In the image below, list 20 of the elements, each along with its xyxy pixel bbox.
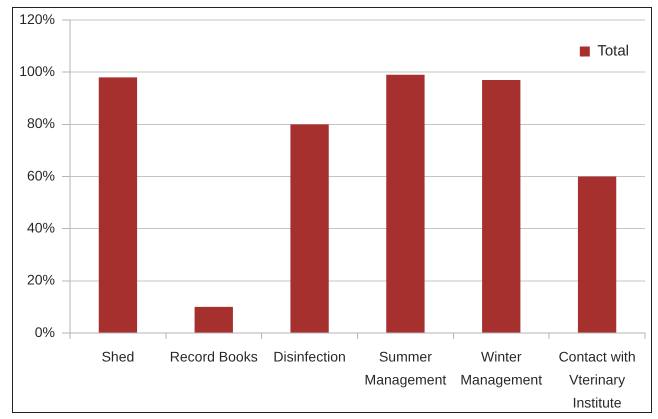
bar (578, 176, 616, 332)
x-tick-label: Record Books (170, 348, 258, 364)
y-tick-label: 100% (19, 63, 55, 80)
y-tick-label: 60% (26, 167, 55, 184)
x-tick-label: Contact with Vterinary Institute (558, 348, 636, 411)
y-tick-label: 20% (26, 272, 55, 288)
bar (194, 306, 233, 332)
y-tick-label: 0% (34, 324, 55, 340)
x-tick-label: Summer Management (364, 348, 446, 388)
x-tick-label: Disinfection (273, 348, 346, 364)
bar (386, 74, 425, 332)
y-tick-label: 80% (26, 115, 55, 132)
y-tick-label: 120% (19, 10, 55, 27)
x-tick-label: Shed (102, 348, 134, 364)
bar (290, 124, 329, 332)
bar (482, 80, 520, 332)
x-tick-label: Winter Management (460, 348, 542, 388)
bar (98, 77, 138, 332)
legend-label: Total (597, 42, 630, 60)
y-tick-label: 40% (26, 220, 55, 236)
